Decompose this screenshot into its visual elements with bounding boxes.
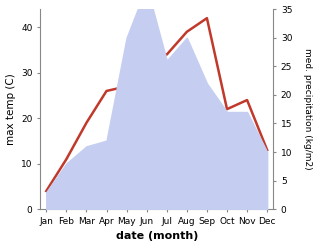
X-axis label: date (month): date (month) — [115, 231, 198, 242]
Y-axis label: max temp (C): max temp (C) — [5, 73, 16, 145]
Y-axis label: med. precipitation (kg/m2): med. precipitation (kg/m2) — [303, 48, 313, 170]
